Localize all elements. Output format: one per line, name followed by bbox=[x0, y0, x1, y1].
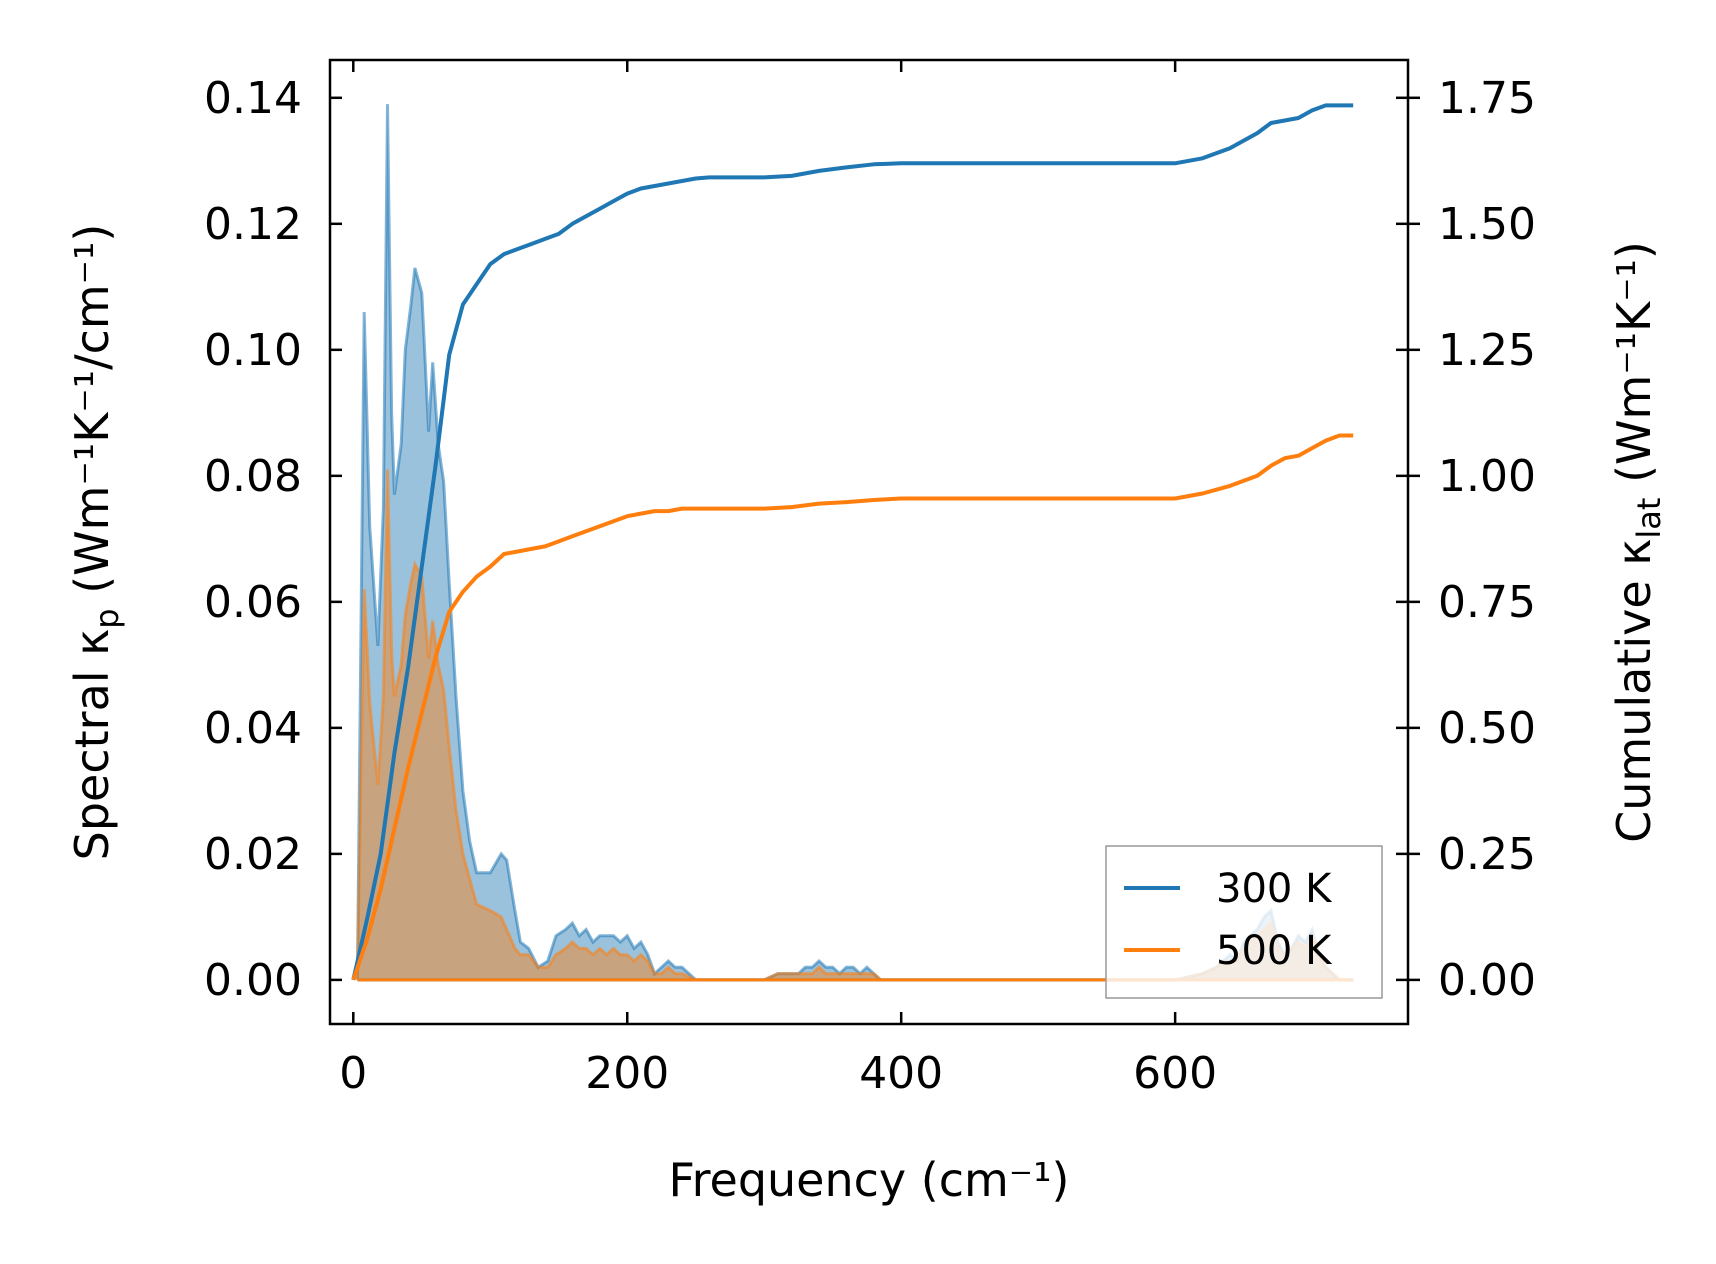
y-left-title-subscript: p bbox=[88, 608, 126, 628]
y-left-tick-label: 0.12 bbox=[204, 199, 302, 250]
x-tick-label: 0 bbox=[339, 1048, 367, 1099]
y-left-title-main: Spectral κ bbox=[65, 629, 119, 861]
plot-frame bbox=[328, 58, 1410, 1026]
y-right-axis-title: Cumulative κlat (Wm⁻¹K⁻¹) bbox=[1607, 241, 1668, 843]
y-left-ticks: 0.00 0.02 0.04 0.06 0.08 0.10 0.12 0.14 bbox=[204, 73, 342, 1006]
y-right-tick-label: 1.50 bbox=[1438, 199, 1536, 250]
y-right-title-subscript: lat bbox=[1630, 498, 1668, 539]
y-right-tick-label: 1.00 bbox=[1438, 451, 1536, 502]
spectral-fill-areas bbox=[357, 104, 1354, 980]
y-left-tick-label: 0.00 bbox=[204, 955, 302, 1006]
y-right-tick-label: 0.25 bbox=[1438, 829, 1536, 880]
cumulative-lines bbox=[351, 103, 1354, 981]
legend-box bbox=[1105, 845, 1383, 999]
y-left-axis-title: Spectral κp (Wm⁻¹K⁻¹/cm⁻¹) bbox=[65, 224, 126, 861]
x-tick-label: 600 bbox=[1133, 1048, 1217, 1099]
y-right-tick-label: 0.00 bbox=[1438, 955, 1536, 1006]
y-right-tick-label: 0.50 bbox=[1438, 703, 1536, 754]
y-left-tick-label: 0.06 bbox=[204, 577, 302, 628]
y-left-tick-label: 0.08 bbox=[204, 451, 302, 502]
legend-label-500k: 500 K bbox=[1216, 928, 1333, 974]
x-axis-title: Frequency (cm⁻¹) bbox=[669, 1153, 1070, 1207]
y-left-tick-label: 0.14 bbox=[204, 73, 302, 124]
y-right-title-main: Cumulative κ bbox=[1607, 539, 1661, 843]
y-left-title-units: (Wm⁻¹K⁻¹/cm⁻¹) bbox=[65, 224, 119, 609]
y-right-tick-label: 1.75 bbox=[1438, 73, 1536, 124]
legend-label-300k: 300 K bbox=[1216, 866, 1333, 912]
y-left-tick-label: 0.10 bbox=[204, 325, 302, 376]
y-right-tick-label: 1.25 bbox=[1438, 325, 1536, 376]
x-ticks: 0 200 400 600 bbox=[339, 60, 1217, 1099]
y-left-tick-label: 0.02 bbox=[204, 829, 302, 880]
y-left-tick-label: 0.04 bbox=[204, 703, 302, 754]
y-right-ticks: 0.00 0.25 0.50 0.75 1.00 1.25 1.50 1.75 bbox=[1396, 73, 1536, 1006]
y-right-title-units: (Wm⁻¹K⁻¹) bbox=[1607, 241, 1661, 497]
spectral-fill-300k bbox=[357, 104, 1354, 980]
cumulative-line-500k bbox=[351, 433, 1354, 981]
legend: 300 K 500 K bbox=[1105, 845, 1383, 999]
cumulative-line-300k bbox=[351, 103, 1354, 981]
spectral-fill-500k bbox=[357, 469, 1354, 980]
x-tick-label: 200 bbox=[585, 1048, 669, 1099]
x-tick-label: 400 bbox=[859, 1048, 943, 1099]
y-right-tick-label: 0.75 bbox=[1438, 577, 1536, 628]
